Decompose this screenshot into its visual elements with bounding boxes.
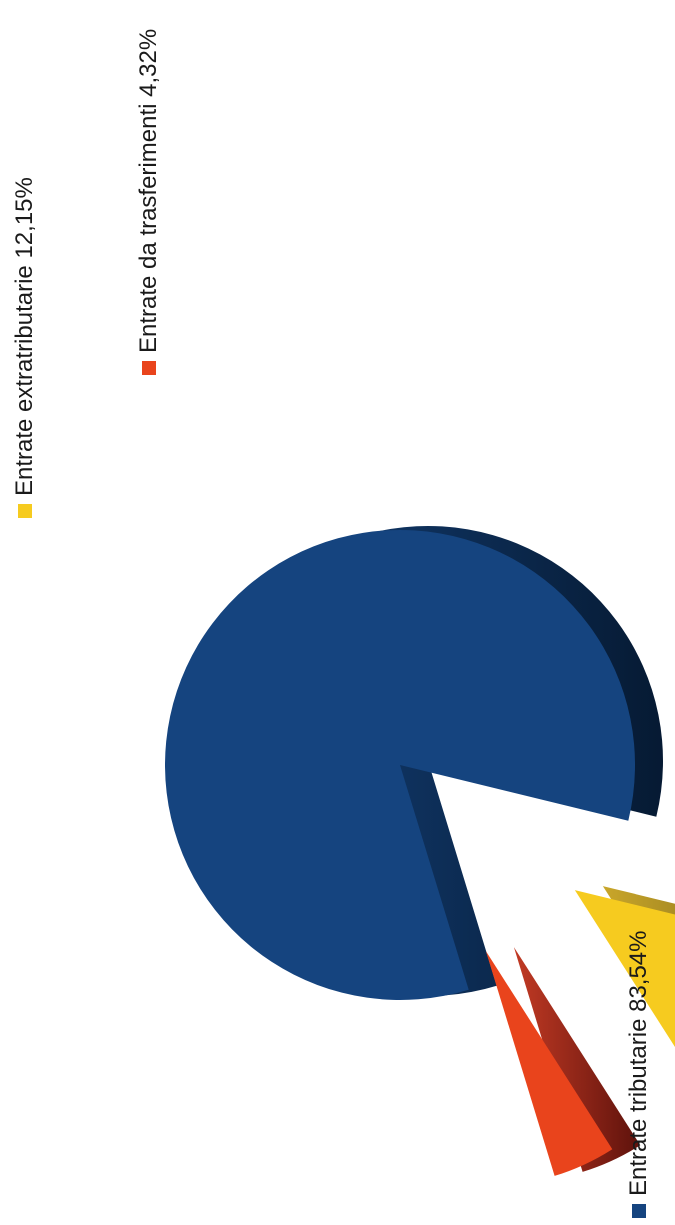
legend-item-tributarie: Entrate tributarie 83,54% [625,931,652,1218]
pie-slice-side-trasferimenti [513,947,641,1172]
legend-label-trasferimenti: Entrate da trasferimenti 4,32% [135,29,162,353]
pie-slice-trasferimenti [485,951,613,1176]
legend-swatch-trasferimenti [142,361,156,375]
pie-slice-tributarie [165,529,636,1000]
legend-items: Entrate tributarie 83,54% Entrate extrat… [11,29,652,1218]
legend-swatch-tributarie [632,1204,646,1218]
legend-label-tributarie: Entrate tributarie 83,54% [625,931,652,1197]
pie-slices [165,525,675,1176]
legend-item-extratributarie: Entrate extratributarie 12,15% [11,177,38,518]
pie-slice-extratributarie [574,890,675,1047]
legend-label-extratributarie: Entrate extratributarie 12,15% [11,177,38,496]
legend-swatch-extratributarie [18,504,32,518]
legend-item-trasferimenti: Entrate da trasferimenti 4,32% [135,29,162,375]
